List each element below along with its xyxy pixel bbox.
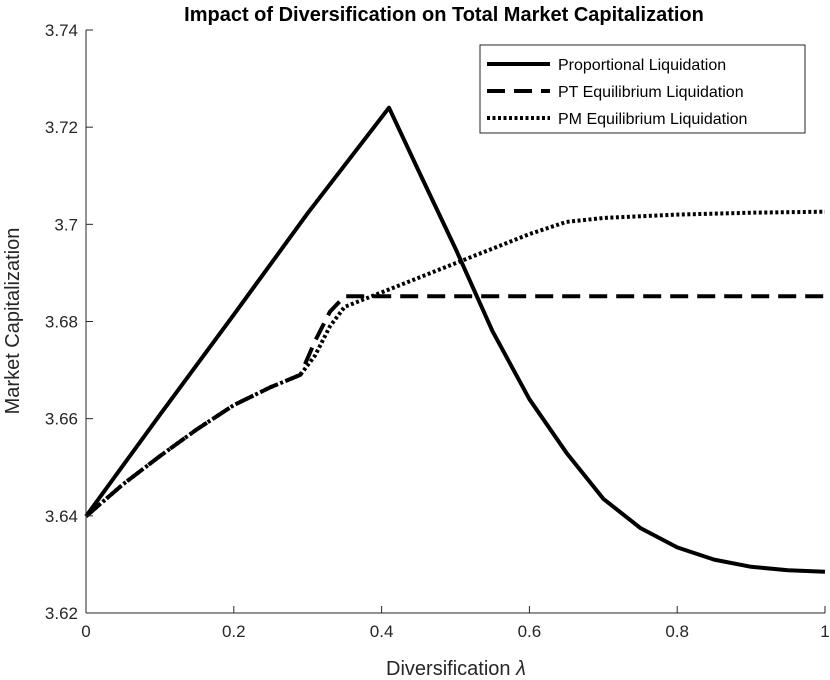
legend: Proportional Liquidation PT Equilibrium L… bbox=[479, 44, 806, 134]
x-axis-label-symbol: λ bbox=[515, 658, 526, 680]
y-ticks: 3.62 3.64 3.66 3.68 3.7 3.72 3.74 bbox=[45, 21, 93, 623]
y-tick-label: 3.66 bbox=[45, 410, 78, 429]
y-tick-label: 3.68 bbox=[45, 313, 78, 332]
x-tick-label: 1 bbox=[820, 622, 829, 641]
legend-label-2: PT Equilibrium Liquidation bbox=[558, 84, 744, 101]
x-tick-label: 0 bbox=[81, 622, 90, 641]
series-line-3 bbox=[84, 209, 826, 518]
x-tick-label: 0.4 bbox=[370, 622, 394, 641]
x-ticks: 0 0.2 0.4 0.6 0.8 1 bbox=[81, 606, 830, 641]
x-tick-label: 0.8 bbox=[665, 622, 689, 641]
legend-label-1: Proportional Liquidation bbox=[558, 57, 726, 74]
x-axis-label-text: Diversification bbox=[386, 658, 510, 680]
x-axis-label: Diversification λ bbox=[386, 658, 526, 680]
y-tick-label: 3.72 bbox=[45, 118, 78, 137]
y-tick-label: 3.7 bbox=[54, 215, 78, 234]
y-tick-label: 3.62 bbox=[45, 604, 78, 623]
legend-label-3: PM Equilibrium Liquidation bbox=[558, 111, 747, 128]
series-layer bbox=[84, 105, 826, 574]
x-tick-label: 0.2 bbox=[222, 622, 246, 641]
y-tick-label: 3.74 bbox=[45, 21, 78, 40]
series-line-1 bbox=[84, 105, 826, 574]
legend-box bbox=[479, 44, 806, 134]
y-tick-label: 3.64 bbox=[45, 507, 78, 526]
x-tick-label: 0.6 bbox=[518, 622, 542, 641]
series-line-2 bbox=[84, 294, 825, 518]
chart-title: Impact of Diversification on Total Marke… bbox=[184, 4, 704, 26]
y-axis-label: Market Capitalization bbox=[2, 228, 24, 415]
